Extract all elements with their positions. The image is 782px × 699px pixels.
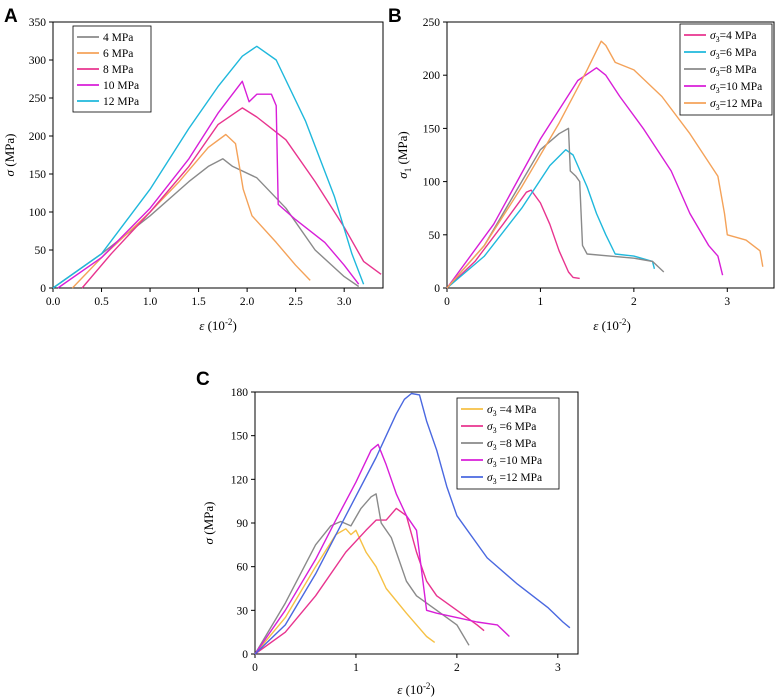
panel-c: C 0 1 2 3 0 30 60 90 120 150 180 ε (10-2) σ (MPa)… [196,369,579,697]
panel-c-series-line-2 [254,507,485,655]
panel-b-legend-label: σ3=12 MPa [710,98,762,112]
panel-c-y-axis-title: σ (MPa) [201,502,216,545]
panel-b-series-line-3 [446,127,665,289]
panel-b-y-tick-label: 0 [434,283,440,295]
panel-b-series-line-1 [446,189,580,289]
panel-c-y-tick-label: 120 [231,474,249,486]
panel-c-legend-label: σ3 =6 MPa [487,421,536,435]
panel-a-y-tick-label: 200 [29,131,47,143]
panel-a-x-tick-label: 0.0 [46,296,61,308]
panel-b-y-axis-title: σ1 (MPa) [395,131,413,178]
panel-a-legend: 4 MPa 6 MPa 8 MPa 10 MPa 12 MPa [72,25,152,113]
panel-a-series-line-1 [52,158,360,289]
panel-a-y-tick-label: 150 [29,169,47,181]
panel-c-legend-label: σ3 =4 MPa [487,404,536,418]
panel-a-y-tick-label: 50 [35,245,47,257]
panel-a-x-tick-label: 1.0 [143,296,158,308]
panel-a-x-tick-label: 2.0 [240,296,255,308]
panel-c-x-tick-label: 2 [454,662,460,674]
panel-c-y-tick-label: 60 [237,562,249,574]
panel-a-x-tick-label: 2.5 [288,296,303,308]
panel-b-x-tick-label: 2 [631,296,637,308]
panel-a-legend-label: 10 MPa [103,80,139,92]
panel-c-y-tick-label: 150 [231,431,249,443]
panel-b-x-ticks: 0 1 2 3 [444,288,730,308]
panel-c-legend-label: σ3 =12 MPa [487,472,542,486]
panel-c-series-line-5 [254,392,571,655]
panel-a-y-tick-label: 100 [29,207,47,219]
panel-c-legend: σ3 =4 MPa σ3 =6 MPa σ3 =8 MPa σ3 =10 MPa σ3 … [456,397,560,490]
panel-b-letter: B [388,6,402,27]
panel-b-x-tick-label: 3 [724,296,730,308]
panel-c-x-tick-label: 1 [353,662,359,674]
panel-c-y-ticks: 0 30 60 90 120 150 180 [231,387,255,661]
panel-b-legend-label: σ3=4 MPa [710,30,757,44]
panel-a-series-line-2 [71,133,311,289]
panel-c-legend-label: σ3 =10 MPa [487,455,542,469]
panel-a-series-line-3 [81,107,382,289]
panel-b-series-line-2 [446,148,656,289]
panel-a-legend-label: 12 MPa [103,96,139,108]
panel-c-series-line-1 [254,528,436,655]
panel-a-y-tick-label: 0 [40,283,46,295]
panel-c-y-tick-label: 90 [237,518,249,530]
panel-a: A 0.0 0.5 1.0 1.5 2.0 2.5 3.0 0 50 100 150 200 250 3… [2,6,384,333]
panel-b-y-tick-label: 200 [423,70,441,82]
panel-a-y-ticks: 0 50 100 150 200 250 300 350 [29,17,53,295]
panel-a-x-tick-label: 1.5 [191,296,206,308]
panel-c-x-tick-label: 3 [555,662,561,674]
panel-b-legend-label: σ3=6 MPa [710,47,757,61]
panel-b-y-tick-label: 150 [423,123,441,135]
panel-b-legend: σ3=4 MPa σ3=6 MPa σ3=8 MPa σ3=10 MPa σ3=12 M… [679,23,773,116]
panel-b-plot-frame [446,21,775,289]
panel-b: B 0 1 2 3 0 50 100 150 200 250 ε (10-2) σ1 (MPa)… [388,6,775,333]
panel-a-x-ticks: 0.0 0.5 1.0 1.5 2.0 2.5 3.0 [46,288,352,308]
panel-b-x-axis-title: ε (10-2) [593,317,631,333]
panel-c-series [254,392,571,655]
panel-b-series-line-4 [446,67,724,289]
panel-a-x-axis-title: ε (10-2) [199,317,237,333]
panel-a-y-tick-label: 250 [29,93,47,105]
panel-c-series-line-4 [254,443,510,655]
panel-b-y-tick-label: 250 [423,17,441,29]
panel-a-series-line-4 [57,80,360,289]
panel-b-y-ticks: 0 50 100 150 200 250 [423,17,447,295]
panel-a-series [52,45,382,289]
panel-b-x-tick-label: 1 [538,296,544,308]
panel-b-legend-label: σ3=8 MPa [710,64,757,78]
panel-c-x-tick-label: 0 [252,662,258,674]
panel-c-series-line-3 [254,493,470,655]
panel-c-x-ticks: 0 1 2 3 [252,654,561,674]
panel-b-y-tick-label: 50 [429,230,441,242]
panel-c-legend-label: σ3 =8 MPa [487,438,536,452]
panel-c-y-tick-label: 30 [237,605,249,617]
panel-c-x-axis-title: ε (10-2) [397,681,435,697]
panel-a-y-axis-title: σ (MPa) [2,134,17,177]
panel-b-series-line-5 [446,40,764,289]
panel-b-y-tick-label: 100 [423,177,441,189]
panel-a-letter: A [4,6,18,27]
panel-b-x-tick-label: 0 [444,296,450,308]
panel-a-y-tick-label: 350 [29,17,47,29]
panel-a-series-line-5 [52,45,365,289]
panel-c-y-tick-label: 180 [231,387,249,399]
panel-b-series [446,40,764,289]
panel-a-x-tick-label: 3.0 [337,296,352,308]
panel-c-letter: C [196,369,210,390]
panel-a-plot-frame [52,21,384,289]
panel-c-y-tick-label: 0 [242,649,248,661]
panel-b-legend-label: σ3=10 MPa [710,81,762,95]
panel-a-x-tick-label: 0.5 [94,296,109,308]
panel-a-legend-label: 8 MPa [103,64,133,76]
panel-a-legend-label: 6 MPa [103,48,133,60]
panel-a-legend-label: 4 MPa [103,32,133,44]
panel-a-y-tick-label: 300 [29,55,47,67]
